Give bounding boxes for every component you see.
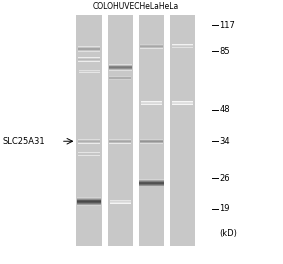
Bar xyxy=(140,48,163,49)
Bar xyxy=(140,44,163,45)
Bar xyxy=(78,46,100,47)
Text: 34: 34 xyxy=(219,137,230,146)
Bar xyxy=(77,198,101,199)
Text: 19: 19 xyxy=(219,204,230,213)
Text: (kD): (kD) xyxy=(219,229,237,238)
Bar xyxy=(139,181,164,182)
Bar xyxy=(139,185,164,186)
Text: 48: 48 xyxy=(219,105,230,114)
Bar xyxy=(109,64,132,65)
Bar xyxy=(109,69,132,70)
Text: COLOHUVECHeLaHeLa: COLOHUVECHeLaHeLa xyxy=(93,2,179,11)
Bar xyxy=(78,50,100,51)
Bar xyxy=(77,203,101,204)
Bar xyxy=(140,139,163,140)
Bar xyxy=(140,45,163,46)
Bar xyxy=(78,47,100,48)
Bar xyxy=(140,141,163,142)
Bar xyxy=(77,199,101,200)
Bar xyxy=(139,15,164,246)
Bar xyxy=(77,201,101,202)
Bar xyxy=(140,143,163,144)
Bar xyxy=(77,205,101,206)
Bar xyxy=(139,180,164,181)
Bar xyxy=(140,141,163,142)
Bar xyxy=(139,182,164,183)
Bar xyxy=(77,204,101,205)
Bar xyxy=(109,65,132,66)
Bar xyxy=(139,184,164,185)
Bar xyxy=(140,46,163,47)
Bar xyxy=(139,179,164,180)
Bar xyxy=(139,183,164,184)
Text: 117: 117 xyxy=(219,21,235,30)
Bar xyxy=(170,15,195,246)
Bar xyxy=(108,15,133,246)
Bar xyxy=(76,15,102,246)
Text: 85: 85 xyxy=(219,47,230,56)
Bar xyxy=(109,66,132,67)
Bar xyxy=(109,67,132,68)
Text: 26: 26 xyxy=(219,174,230,183)
Bar xyxy=(140,47,163,48)
Bar xyxy=(109,70,132,71)
Bar xyxy=(77,202,101,203)
Bar xyxy=(139,186,164,187)
Bar xyxy=(109,68,132,69)
Bar xyxy=(140,45,163,46)
Bar xyxy=(77,197,101,198)
Bar xyxy=(78,48,100,49)
Text: SLC25A31: SLC25A31 xyxy=(3,137,46,146)
Bar xyxy=(78,51,100,52)
Bar xyxy=(78,49,100,50)
Bar xyxy=(77,200,101,201)
